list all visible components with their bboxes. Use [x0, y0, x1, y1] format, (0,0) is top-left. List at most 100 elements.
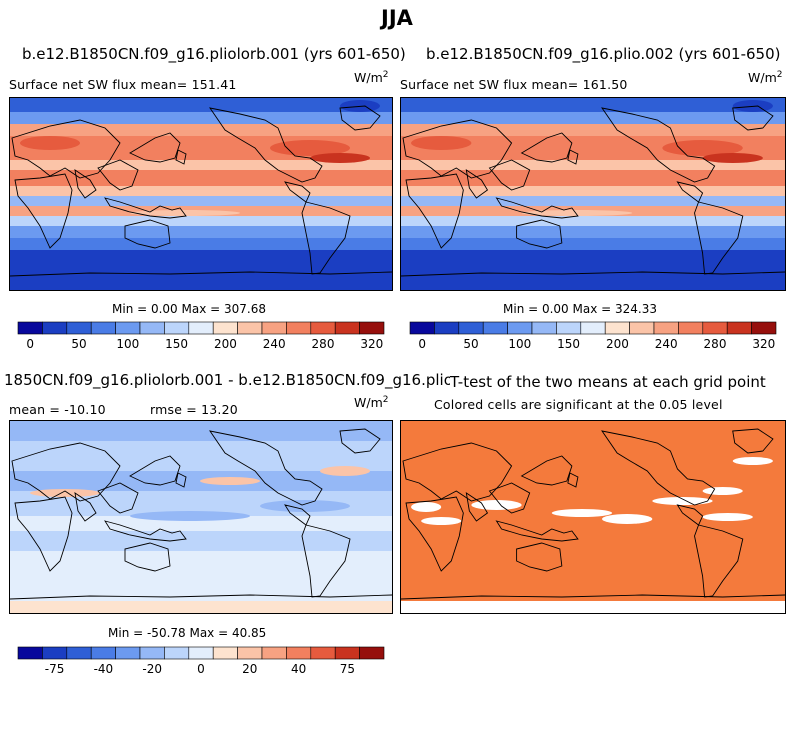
coastline [175, 149, 187, 165]
map-band [10, 421, 392, 441]
map-band [10, 112, 392, 124]
map-blob [20, 136, 80, 150]
coastline [495, 520, 579, 542]
coastline [732, 428, 774, 454]
colorbar-swatch [286, 321, 312, 335]
map-blob [320, 466, 370, 476]
colorbar-swatch [359, 321, 385, 335]
coastline [694, 524, 744, 598]
coastline [405, 173, 464, 249]
colorbar-swatch [507, 321, 533, 335]
panel2-title: b.e12.B1850CN.f09_g16.plio.002 (yrs 601-… [426, 45, 781, 63]
colorbar-swatch [261, 321, 287, 335]
cb-top-right-svg: 0 50 100 150 200 240 280 320 [409, 321, 777, 351]
colorbar-swatch [458, 321, 484, 335]
colorbar-tick-label: 100 [116, 337, 139, 351]
map-blob [260, 500, 350, 512]
map-blob [130, 210, 240, 216]
coastline [465, 492, 489, 522]
coastline [694, 201, 744, 275]
panel4-title: T-test of the two means at each grid poi… [450, 373, 766, 391]
colorbar-tick-label: 20 [242, 662, 257, 676]
coastline [732, 105, 774, 131]
panel1-min-max: Min = 0.00 Max = 307.68 [112, 302, 266, 316]
coastline [567, 472, 579, 488]
colorbar-swatch [164, 646, 190, 660]
map-band [401, 98, 785, 112]
coastline [104, 197, 187, 219]
map-blob [270, 140, 350, 156]
map-band [10, 441, 392, 471]
colorbar-swatch [237, 321, 263, 335]
colorbar-top-left: 0 50 100 150 200 240 280 320 [17, 321, 385, 352]
map-band [401, 196, 785, 206]
nonsignificant-region [652, 497, 713, 505]
map-band [401, 250, 785, 290]
coastline [405, 496, 464, 572]
coastline [11, 442, 121, 502]
colorbar-swatch [604, 321, 630, 335]
colorbar-swatch [212, 646, 238, 660]
colorbar-swatch [212, 321, 238, 335]
coastline [339, 105, 381, 131]
coastline [14, 173, 73, 249]
nonsignificant-region [702, 513, 753, 521]
coastline [209, 430, 323, 506]
coastline [175, 472, 187, 488]
nonsignificant-region [411, 502, 442, 512]
colorbar-tick-label: 280 [704, 337, 727, 351]
colorbar-swatch [90, 646, 116, 660]
colorbar-tick-label: 150 [165, 337, 188, 351]
colorbar-tick-label: 75 [340, 662, 355, 676]
colorbar-tick-label: 0 [26, 337, 34, 351]
colorbar-swatch [653, 321, 679, 335]
nonsignificant-region [551, 509, 613, 517]
colorbar-swatch [580, 321, 606, 335]
map-band [10, 124, 392, 136]
coastline [301, 524, 351, 598]
panel4-map [400, 420, 786, 614]
coastline [10, 594, 392, 600]
map-blob [411, 136, 472, 150]
map-blob [702, 153, 763, 163]
coastline [465, 169, 489, 199]
panel2-map [400, 97, 786, 291]
coastline [301, 201, 351, 275]
colorbar-swatch [42, 321, 68, 335]
map-band [401, 238, 785, 250]
colorbar-tick-label: 240 [655, 337, 678, 351]
cb-bottom-svg: -75 -40 -20 0 20 40 75 [17, 646, 385, 676]
colorbar-swatch [115, 646, 141, 660]
map-band [401, 112, 785, 124]
coastline [97, 159, 139, 191]
colorbar-swatch [42, 646, 68, 660]
map-band [401, 216, 785, 226]
map-band [401, 124, 785, 136]
coastline [11, 119, 121, 179]
map-p3-svg [10, 421, 392, 613]
panel3-map [9, 420, 393, 614]
colorbar-swatch [629, 321, 655, 335]
colorbar-swatch [334, 321, 360, 335]
coastline [10, 271, 392, 277]
nonsignificant-region [702, 487, 743, 495]
map-band [10, 250, 392, 290]
colorbar-tick-label: 150 [557, 337, 580, 351]
map-blob [310, 153, 370, 163]
map-band [10, 170, 392, 186]
colorbar-tick-label: 0 [418, 337, 426, 351]
colorbar-tick-label: -75 [45, 662, 65, 676]
map-band [10, 196, 392, 206]
map-band [10, 216, 392, 226]
colorbar-swatch [90, 321, 116, 335]
colorbar-swatch [237, 646, 263, 660]
panel3-title: 1850CN.f09_g16.pliolorb.001 - b.e12.B185… [4, 371, 487, 389]
map-band [10, 516, 392, 531]
colorbar-swatch [751, 321, 777, 335]
colorbar-swatch [482, 321, 508, 335]
colorbar-bottom: -75 -40 -20 0 20 40 75 [17, 646, 385, 677]
colorbar-swatch [188, 321, 214, 335]
coastline [402, 119, 513, 179]
map-blob [30, 489, 100, 497]
map-band [10, 98, 392, 112]
